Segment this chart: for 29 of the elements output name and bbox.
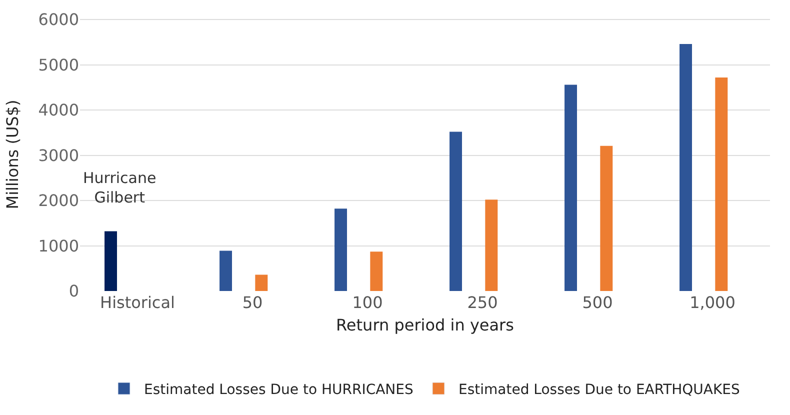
x-tick-label: Historical (100, 293, 175, 312)
x-tick-label: 100 (352, 293, 383, 312)
y-tick-label: 0 (68, 282, 79, 301)
bar (220, 250, 232, 291)
bar (680, 44, 692, 291)
bar (255, 274, 268, 291)
x-tick-label: 250 (467, 293, 498, 312)
bar (334, 208, 347, 291)
bar (715, 78, 728, 291)
legend-label: Estimated Losses Due to HURRICANES (144, 382, 414, 398)
y-tick-label: 2000 (38, 191, 79, 210)
bar (564, 84, 577, 291)
y-tick-label: 5000 (38, 55, 79, 74)
x-tick-label: 500 (582, 293, 613, 312)
bar (104, 231, 117, 291)
x-axis-title: Return period in years (336, 316, 514, 335)
y-tick-label: 4000 (38, 100, 79, 120)
x-tick-label: 50 (242, 293, 263, 312)
bar (450, 132, 462, 291)
y-axis-title: Millions (US$) (3, 100, 22, 210)
x-tick-label: 1,000 (690, 293, 736, 312)
bar (485, 200, 498, 291)
annotation: Hurricane Gilbert (83, 169, 156, 206)
bar (370, 252, 383, 291)
bar (600, 146, 613, 291)
legend-label: Estimated Losses Due to EARTHQUAKES (458, 382, 740, 398)
y-tick-label: 1000 (38, 236, 79, 256)
y-tick-label: 3000 (38, 146, 79, 165)
y-tick-label: 6000 (38, 10, 79, 30)
